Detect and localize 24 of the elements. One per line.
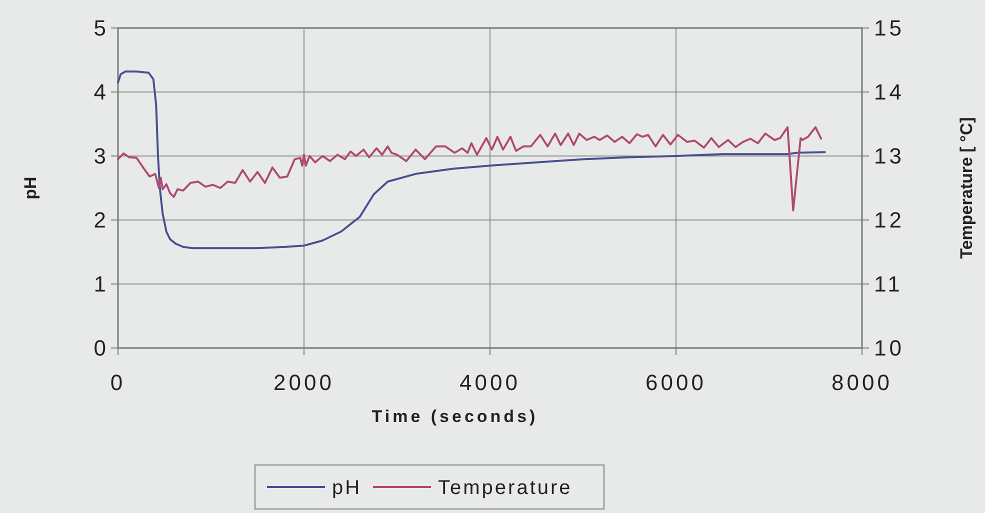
y-tick-label: 2: [94, 208, 106, 233]
y2-tick-label: 13: [874, 144, 904, 169]
line-series: [117, 70, 826, 250]
y-tick-label: 3: [94, 144, 106, 169]
x-tick-label: 6000: [646, 370, 706, 395]
x-tick-label: 2000: [274, 370, 334, 395]
y2-tick-label: 12: [874, 208, 904, 233]
x-tick-label: 4000: [460, 370, 520, 395]
y2-tick-label: 15: [874, 16, 904, 41]
y2-tick-label: 11: [874, 272, 903, 297]
x-tick-label: 8000: [832, 370, 892, 395]
y-axis-title: pH: [21, 176, 40, 200]
y-tick-label: 0: [94, 336, 106, 361]
x-tick-label: 0: [110, 370, 126, 395]
legend-label: Temperature: [438, 477, 572, 499]
y-tick-label: 1: [94, 272, 106, 297]
y-tick-label: 4: [94, 80, 106, 105]
x-axis-title: Time (seconds): [372, 407, 538, 426]
legend-label: pH: [332, 477, 362, 499]
line-series: [117, 126, 822, 212]
y2-axis-title: Temperature [ °C]: [957, 117, 976, 259]
y-tick-label: 5: [94, 16, 106, 41]
y2-tick-label: 14: [874, 80, 904, 105]
y2-tick-label: 10: [874, 336, 904, 361]
